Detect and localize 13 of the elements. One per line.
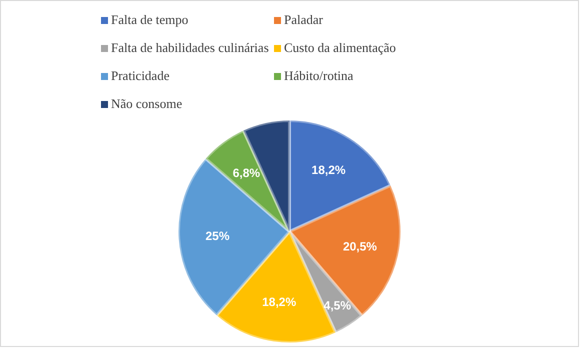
legend-label: Custo da alimentação [284, 40, 396, 56]
data-label: 4,5% [324, 298, 352, 313]
data-label: 18,2% [312, 163, 346, 178]
data-label: 25% [206, 228, 230, 243]
data-label: 20,5% [342, 239, 378, 254]
data-label: 6,8% [232, 166, 260, 180]
legend-label: Hábito/rotina [284, 68, 354, 84]
legend-label: Não consome [111, 96, 182, 112]
legend-label: Paladar [284, 12, 323, 28]
legend-label: Falta de tempo [111, 12, 188, 28]
legend-label: Praticidade [111, 68, 170, 84]
data-label: 18,2% [262, 295, 296, 310]
legend-label: Falta de habilidades culinárias [111, 40, 269, 56]
